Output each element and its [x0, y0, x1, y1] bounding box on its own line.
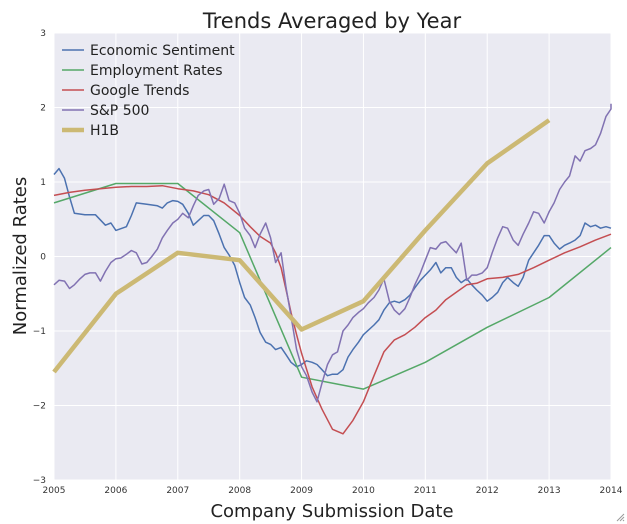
x-tick-label: 2007 — [166, 486, 189, 496]
x-tick-label: 2012 — [476, 486, 499, 496]
legend-entry: Employment Rates — [90, 63, 223, 79]
legend-entry: Google Trends — [90, 83, 189, 99]
x-axis-label: Company Submission Date — [210, 501, 453, 522]
y-tick-label: 2 — [40, 104, 46, 114]
x-tick-label: 2010 — [352, 486, 375, 496]
y-tick-label: 3 — [40, 29, 46, 39]
y-tick-label: 1 — [40, 178, 46, 188]
y-tick-label: −1 — [33, 327, 46, 337]
y-tick-label: −3 — [33, 476, 46, 486]
series-line — [53, 184, 612, 435]
y-tick-label: −2 — [33, 402, 46, 412]
x-tick-label: 2011 — [414, 486, 437, 496]
x-tick-label: 2005 — [43, 486, 66, 496]
legend-entry: H1B — [90, 123, 119, 139]
series-line — [52, 118, 551, 374]
y-tick-label: 0 — [40, 253, 46, 263]
legend: Economic Sentiment Employment Rates Google… — [62, 43, 235, 139]
x-tick-label: 2006 — [104, 486, 127, 496]
x-tick-label: 2008 — [228, 486, 251, 496]
legend-entry: S&P 500 — [90, 103, 149, 119]
x-tick-label: 2009 — [290, 486, 313, 496]
grid — [53, 32, 612, 481]
series-line — [53, 167, 612, 377]
y-axis-label: Normalized Rates — [10, 177, 31, 335]
chart-title: Trends Averaged by Year — [202, 9, 462, 33]
series-line — [53, 182, 612, 390]
series-line — [53, 103, 612, 403]
series-lines — [52, 103, 612, 435]
legend-entry: Economic Sentiment — [90, 43, 235, 59]
x-tick-label: 2013 — [538, 486, 561, 496]
resize-grip-icon[interactable] — [615, 512, 625, 522]
tick-labels: 2005 2006 2007 2008 2009 2010 2011 2012 2013 2014… — [33, 29, 623, 496]
x-tick-label: 2014 — [600, 486, 623, 496]
